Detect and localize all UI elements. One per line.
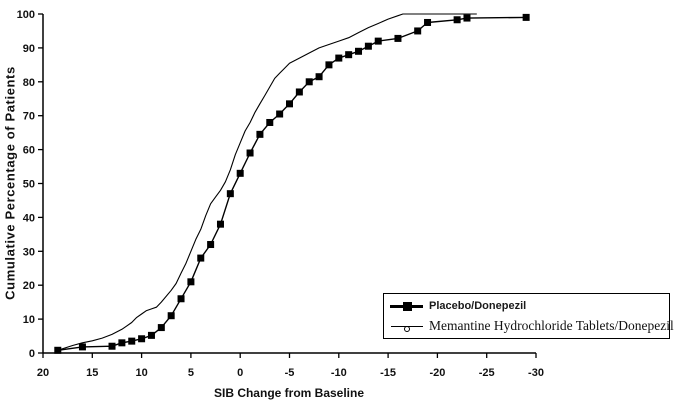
data-point-marker: [118, 339, 126, 347]
x-tick-label: 0: [237, 367, 243, 379]
data-point-marker: [345, 51, 353, 59]
circle-marker-icon: [389, 319, 427, 333]
x-tick-label: -30: [528, 367, 544, 379]
y-tick-label: 30: [23, 246, 35, 258]
square-marker-icon: [389, 299, 427, 313]
data-point-marker: [463, 14, 471, 22]
x-tick-label: -25: [479, 367, 495, 379]
data-point-marker: [246, 149, 254, 157]
legend-label-memantine: Memantine Hydrochloride Tablets/Donepezi…: [429, 317, 674, 333]
data-point-marker: [335, 54, 343, 62]
y-tick-label: 0: [29, 348, 35, 360]
data-point-marker: [305, 78, 313, 86]
data-point-marker: [226, 190, 234, 198]
y-tick-label: 40: [23, 212, 35, 224]
y-tick-label: 80: [23, 77, 35, 89]
data-point-marker: [78, 343, 86, 351]
data-point-marker: [167, 312, 175, 320]
data-point-marker: [128, 337, 136, 345]
series-line-memantine: [57, 13, 477, 351]
y-tick-label: 10: [23, 314, 35, 326]
data-point-marker: [197, 254, 205, 262]
data-point-marker: [453, 16, 461, 24]
data-point-marker: [276, 110, 284, 118]
data-point-marker: [364, 42, 372, 50]
y-tick-label: 60: [23, 145, 35, 157]
data-point-marker: [266, 118, 274, 126]
x-tick-label: 20: [37, 367, 49, 379]
y-tick-label: 50: [23, 179, 35, 191]
legend-entry-placebo: Placebo/Donepezil: [389, 296, 669, 315]
x-tick-label: 10: [135, 367, 147, 379]
x-tick-label: -5: [285, 367, 295, 379]
data-point-marker: [187, 278, 195, 286]
legend-label-placebo: Placebo/Donepezil: [429, 299, 527, 312]
x-tick-label: -10: [331, 367, 347, 379]
data-point-marker: [54, 346, 62, 354]
data-point-marker: [256, 130, 264, 138]
data-point-marker: [177, 295, 185, 303]
data-point-marker: [286, 100, 293, 108]
x-tick-label: 5: [188, 367, 194, 379]
data-point-marker: [207, 241, 215, 249]
data-point-marker: [424, 18, 432, 26]
legend-entry-memantine: Memantine Hydrochloride Tablets/Donepezi…: [389, 316, 674, 335]
legend: Placebo/Donepezil Memantine Hydrochlorid…: [383, 293, 674, 339]
x-tick-label: 15: [86, 367, 98, 379]
data-point-marker: [236, 169, 244, 177]
data-point-marker: [315, 73, 323, 81]
data-point-marker: [157, 324, 165, 332]
data-point-marker: [355, 47, 363, 55]
data-point-marker: [325, 61, 333, 69]
data-point-marker: [108, 342, 116, 350]
data-point-marker: [216, 220, 224, 228]
x-tick-label: -15: [380, 367, 396, 379]
y-tick-label: 100: [17, 9, 35, 21]
data-point-marker: [414, 27, 422, 35]
data-point-marker: [394, 34, 402, 42]
data-point-marker: [522, 13, 530, 21]
y-tick-label: 70: [23, 111, 35, 123]
data-point-marker: [374, 37, 382, 45]
x-axis-title: SIB Change from Baseline: [213, 386, 365, 400]
data-point-marker: [295, 88, 303, 96]
y-axis-title: Cumulative Percentage of Patients: [2, 66, 18, 300]
x-tick-label: -20: [429, 367, 445, 379]
data-point-marker: [138, 335, 146, 343]
y-tick-label: 20: [23, 280, 35, 292]
y-tick-label: 90: [23, 43, 35, 55]
data-point-marker: [147, 331, 155, 339]
